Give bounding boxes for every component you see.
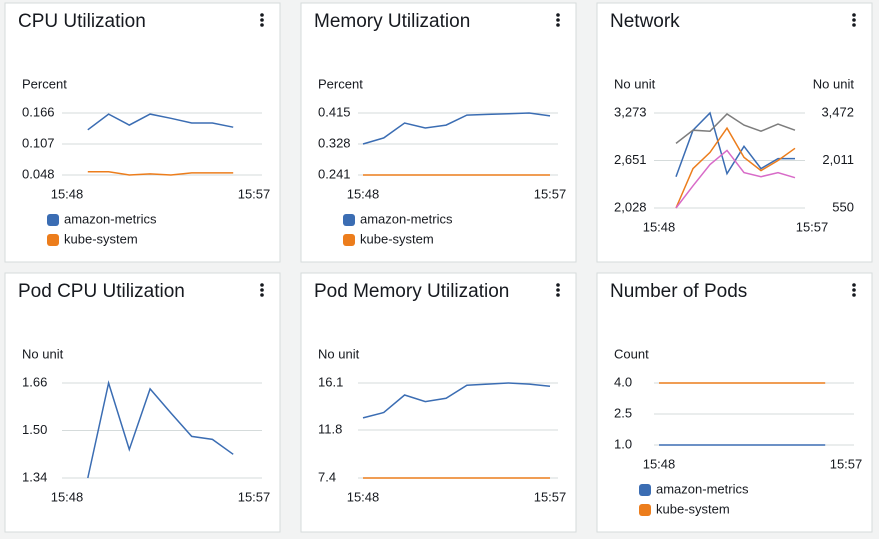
x-tick-label: 15:57 xyxy=(830,456,863,471)
data-line xyxy=(675,113,796,144)
data-line xyxy=(87,113,234,131)
y-tick-label: 16.1 xyxy=(318,374,343,389)
menu-dot[interactable] xyxy=(852,18,856,22)
y2-tick-label: 2,011 xyxy=(822,152,854,167)
y-tick-label: 11.8 xyxy=(318,421,342,436)
y-tick-label: 7.4 xyxy=(318,469,336,484)
panel-title: Memory Utilization xyxy=(314,11,470,32)
panel xyxy=(4,272,281,533)
y-tick-label: 0.241 xyxy=(318,166,351,181)
y-tick-label: 0.415 xyxy=(318,104,351,119)
legend-swatch xyxy=(343,234,355,246)
x-tick-label: 15:48 xyxy=(643,456,676,471)
x-tick-label: 15:48 xyxy=(347,186,380,201)
legend-swatch xyxy=(639,504,651,516)
y-axis-label: Percent xyxy=(22,76,67,91)
data-line xyxy=(675,149,796,209)
menu-dot xyxy=(260,283,264,287)
y-tick-label: 1.50 xyxy=(22,422,47,437)
panel-title: Network xyxy=(610,11,680,32)
y-tick-label: 4.0 xyxy=(614,374,632,389)
menu-dot xyxy=(852,13,856,17)
menu-dot[interactable] xyxy=(260,288,264,292)
x-tick-label: 15:57 xyxy=(534,186,567,201)
data-line xyxy=(362,382,551,419)
y-axis-label: No unit xyxy=(22,346,64,361)
menu-dot xyxy=(556,13,560,17)
y2-tick-label: 3,472 xyxy=(821,104,854,119)
y2-tick-label: 550 xyxy=(832,199,854,214)
data-line xyxy=(675,111,795,177)
x-tick-label: 15:57 xyxy=(534,489,567,504)
panel-title: Number of Pods xyxy=(610,281,747,302)
menu-dot xyxy=(556,23,560,27)
y-axis-label: Count xyxy=(614,346,649,361)
legend-swatch xyxy=(47,234,59,246)
menu-dot[interactable] xyxy=(852,288,856,292)
y-tick-label: 3,273 xyxy=(614,104,647,119)
legend-swatch xyxy=(47,214,59,226)
legend-label: kube-system xyxy=(64,231,138,246)
x-tick-label: 15:57 xyxy=(238,186,271,201)
y-tick-label: 1.34 xyxy=(22,469,47,484)
y-tick-label: 2,651 xyxy=(614,152,647,167)
x-tick-label: 15:57 xyxy=(238,489,271,504)
legend-label: amazon-metrics xyxy=(360,211,453,226)
legend-swatch xyxy=(343,214,355,226)
y-tick-label: 1.0 xyxy=(614,436,632,451)
y-tick-label: 2,028 xyxy=(614,199,647,214)
x-tick-label: 15:48 xyxy=(51,489,84,504)
menu-dot xyxy=(260,293,264,297)
y-tick-label: 0.048 xyxy=(22,166,55,181)
panel xyxy=(596,2,873,263)
menu-dot xyxy=(852,23,856,27)
x-tick-label: 15:48 xyxy=(643,219,676,234)
y2-axis-label: No unit xyxy=(813,76,855,91)
x-tick-label: 15:57 xyxy=(796,219,829,234)
legend-label: amazon-metrics xyxy=(64,211,157,226)
y-axis-label: No unit xyxy=(614,76,656,91)
y-tick-label: 0.328 xyxy=(318,135,351,150)
data-line xyxy=(87,171,234,176)
menu-dot xyxy=(556,293,560,297)
data-line xyxy=(362,112,551,145)
panel-title: CPU Utilization xyxy=(18,11,146,32)
y-axis-label: Percent xyxy=(318,76,363,91)
y-tick-label: 1.66 xyxy=(22,374,47,389)
menu-dot[interactable] xyxy=(556,18,560,22)
menu-dot xyxy=(260,13,264,17)
legend-label: kube-system xyxy=(360,231,434,246)
panel-title: Pod CPU Utilization xyxy=(18,281,185,302)
y-tick-label: 0.166 xyxy=(22,104,55,119)
legend-swatch xyxy=(639,484,651,496)
data-line xyxy=(675,126,796,209)
menu-dot xyxy=(852,293,856,297)
y-tick-label: 2.5 xyxy=(614,405,632,420)
panel-title: Pod Memory Utilization xyxy=(314,281,509,302)
x-tick-label: 15:48 xyxy=(347,489,380,504)
x-tick-label: 15:48 xyxy=(51,186,84,201)
menu-dot xyxy=(556,283,560,287)
menu-dot[interactable] xyxy=(260,18,264,22)
legend-label: amazon-metrics xyxy=(656,481,749,496)
panel xyxy=(300,272,577,533)
menu-dot[interactable] xyxy=(556,288,560,292)
legend-label: kube-system xyxy=(656,501,730,516)
y-axis-label: No unit xyxy=(318,346,360,361)
data-line xyxy=(87,380,234,479)
menu-dot xyxy=(852,283,856,287)
menu-dot xyxy=(260,23,264,27)
y-tick-label: 0.107 xyxy=(22,135,55,150)
